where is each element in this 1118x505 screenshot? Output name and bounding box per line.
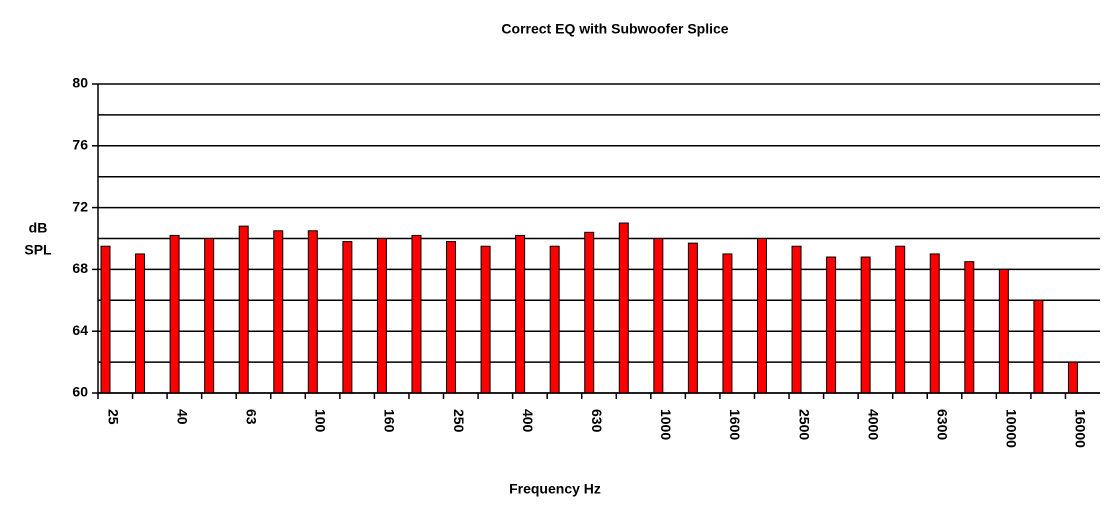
x-tick-label: 160 xyxy=(382,409,398,433)
bar xyxy=(273,230,284,394)
bar xyxy=(895,245,906,394)
bar xyxy=(204,238,215,394)
bar xyxy=(100,245,111,394)
bar xyxy=(618,222,629,394)
y-tick-label: 64 xyxy=(72,322,88,338)
bar xyxy=(998,268,1009,394)
x-tick-label: 400 xyxy=(520,409,536,433)
bar xyxy=(238,225,249,394)
y-tick-label: 60 xyxy=(72,384,88,400)
bar xyxy=(1067,361,1078,394)
bar xyxy=(964,261,975,394)
x-tick-label: 25 xyxy=(105,409,121,425)
x-tick-label: 10000 xyxy=(1004,409,1020,448)
bar xyxy=(480,245,491,394)
bar xyxy=(169,234,180,394)
bar xyxy=(307,230,318,394)
x-tick-label: 2500 xyxy=(796,409,812,440)
bar xyxy=(446,241,457,394)
bar xyxy=(929,253,940,394)
bar xyxy=(756,238,767,394)
x-tick-label: 16000 xyxy=(1073,409,1089,448)
x-tick-label: 250 xyxy=(451,409,467,433)
bar xyxy=(376,238,387,394)
y-tick-label: 72 xyxy=(72,198,88,214)
chart-title: Correct EQ with Subwoofer Splice xyxy=(501,21,728,37)
y-tick-label: 68 xyxy=(72,260,88,276)
bar xyxy=(860,256,871,394)
y-axis-title: dB xyxy=(29,220,48,236)
bar xyxy=(135,253,146,394)
bar xyxy=(584,231,595,394)
x-tick-label: 4000 xyxy=(865,409,881,440)
y-tick-label: 76 xyxy=(72,137,88,153)
y-tick-label: 80 xyxy=(72,75,88,91)
bar xyxy=(791,245,802,394)
bar xyxy=(722,253,733,394)
bar xyxy=(653,238,664,394)
x-tick-label: 6300 xyxy=(935,409,951,440)
x-tick-label: 63 xyxy=(244,409,260,425)
x-tick-label: 1600 xyxy=(727,409,743,440)
x-tick-label: 630 xyxy=(589,409,605,433)
bar xyxy=(826,256,837,394)
bar xyxy=(1033,299,1044,394)
x-tick-label: 1000 xyxy=(658,409,674,440)
bar xyxy=(515,234,526,394)
bar xyxy=(687,242,698,394)
x-tick-label: 40 xyxy=(174,409,190,425)
bar xyxy=(411,234,422,394)
y-axis-title: SPL xyxy=(24,242,52,258)
bar xyxy=(549,245,560,394)
x-axis-title: Frequency Hz xyxy=(509,481,601,497)
x-tick-label: 100 xyxy=(313,409,329,433)
bar xyxy=(342,241,353,394)
